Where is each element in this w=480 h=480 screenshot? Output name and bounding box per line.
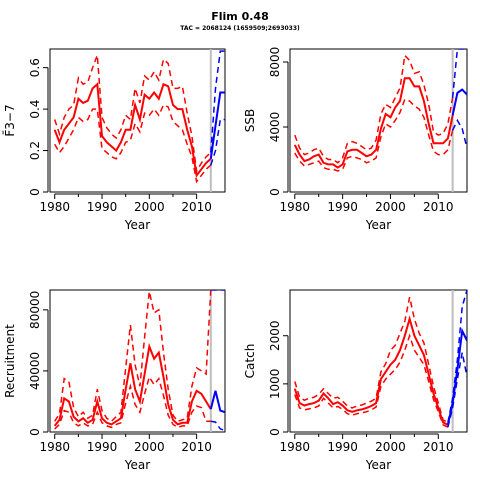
projection-estimate-line: [209, 390, 225, 414]
history-estimate-line: [53, 342, 212, 427]
chart-panel-1: 1980 1990 2000 2010 Year 0 0.2 0.4 0.6 F̄3−7: [3, 48, 226, 232]
x-axis-label: Year: [365, 458, 391, 472]
history-estimate-line: [293, 315, 449, 426]
y-tick-label: 4000: [268, 112, 282, 143]
x-axis-label: Year: [124, 458, 150, 472]
x-tick-label: 2000: [375, 440, 406, 454]
y-tick-label: 40000: [28, 352, 42, 390]
projection-estimate-line: [451, 88, 467, 116]
plot-frame: [289, 48, 468, 193]
x-tick-label: 2010: [423, 200, 454, 214]
x-tick-label: 2000: [375, 200, 406, 214]
projection-upper-ci-line: [451, 49, 467, 98]
history-upper-ci-line: [294, 297, 449, 424]
y-axis-label: Recruitment: [3, 324, 17, 398]
x-tick-label: 1980: [39, 200, 70, 214]
y-tick-label: 0: [268, 188, 282, 196]
history-lower-ci-line: [294, 333, 449, 428]
projection-lower-ci-line: [451, 118, 467, 149]
projection-lower-ci-line: [210, 420, 225, 432]
x-tick-label: 1990: [87, 200, 118, 214]
projection-upper-ci-line: [210, 50, 225, 153]
y-tick-label: 0.6: [28, 58, 42, 77]
figure-title: Flim 0.48: [211, 10, 269, 23]
history-lower-ci-line: [54, 104, 212, 184]
x-tick-label: 1980: [280, 200, 311, 214]
y-tick-label: 0: [28, 188, 42, 196]
y-tick-label: 0: [268, 428, 282, 436]
plot-frame: [49, 48, 226, 193]
y-tick-label: 1000: [268, 369, 282, 400]
chart-panel-3: 1980 1990 2000 2010 Year 0 40000 80000 Recruitme…: [3, 289, 226, 472]
projection-estimate-line: [446, 327, 467, 426]
y-axis-label: Catch: [243, 344, 257, 379]
y-tick-label: 8000: [268, 47, 282, 78]
x-axis-label: Year: [124, 218, 150, 232]
x-tick-label: 2000: [134, 200, 165, 214]
x-tick-label: 1990: [327, 440, 358, 454]
history-lower-ci-line: [294, 98, 454, 172]
chart-panel-2: 1980 1990 2000 2010 Year 0 4000 8000 SSB: [243, 47, 468, 232]
y-axis-label: SSB: [243, 109, 257, 132]
x-tick-label: 1980: [39, 440, 70, 454]
projection-lower-ci-line: [210, 118, 225, 166]
history-upper-ci-line: [294, 53, 454, 164]
projection-upper-ci-line: [447, 290, 467, 423]
x-tick-label: 1990: [327, 200, 358, 214]
y-tick-label: 0.2: [28, 141, 42, 160]
x-axis-label: Year: [365, 218, 391, 232]
x-tick-label: 2000: [134, 440, 165, 454]
history-estimate-line: [53, 82, 212, 178]
y-tick-label: 80000: [28, 291, 42, 329]
history-upper-ci-line: [54, 290, 212, 423]
projection-estimate-line: [209, 91, 225, 159]
x-tick-label: 2010: [181, 200, 212, 214]
chart-panel-4: 1980 1990 2000 2010 Year 0 1000 2000 Catch: [243, 289, 468, 472]
x-tick-label: 1980: [280, 440, 311, 454]
plot-frame: [49, 289, 226, 433]
projection-lower-ci-line: [447, 352, 467, 428]
x-tick-label: 1990: [87, 440, 118, 454]
history-estimate-line: [293, 77, 454, 169]
y-tick-label: 0.4: [28, 100, 42, 119]
history-lower-ci-line: [54, 375, 211, 430]
y-axis-label: F̄3−7: [3, 104, 17, 136]
x-tick-label: 2010: [181, 440, 212, 454]
y-tick-label: 2000: [268, 320, 282, 351]
x-tick-label: 2010: [423, 440, 454, 454]
plot-frame: [289, 289, 468, 433]
history-upper-ci-line: [53, 54, 212, 174]
figure-subtitle: TAC = 2068124 (1659509;2693033): [180, 25, 300, 32]
y-tick-label: 0: [28, 428, 42, 436]
